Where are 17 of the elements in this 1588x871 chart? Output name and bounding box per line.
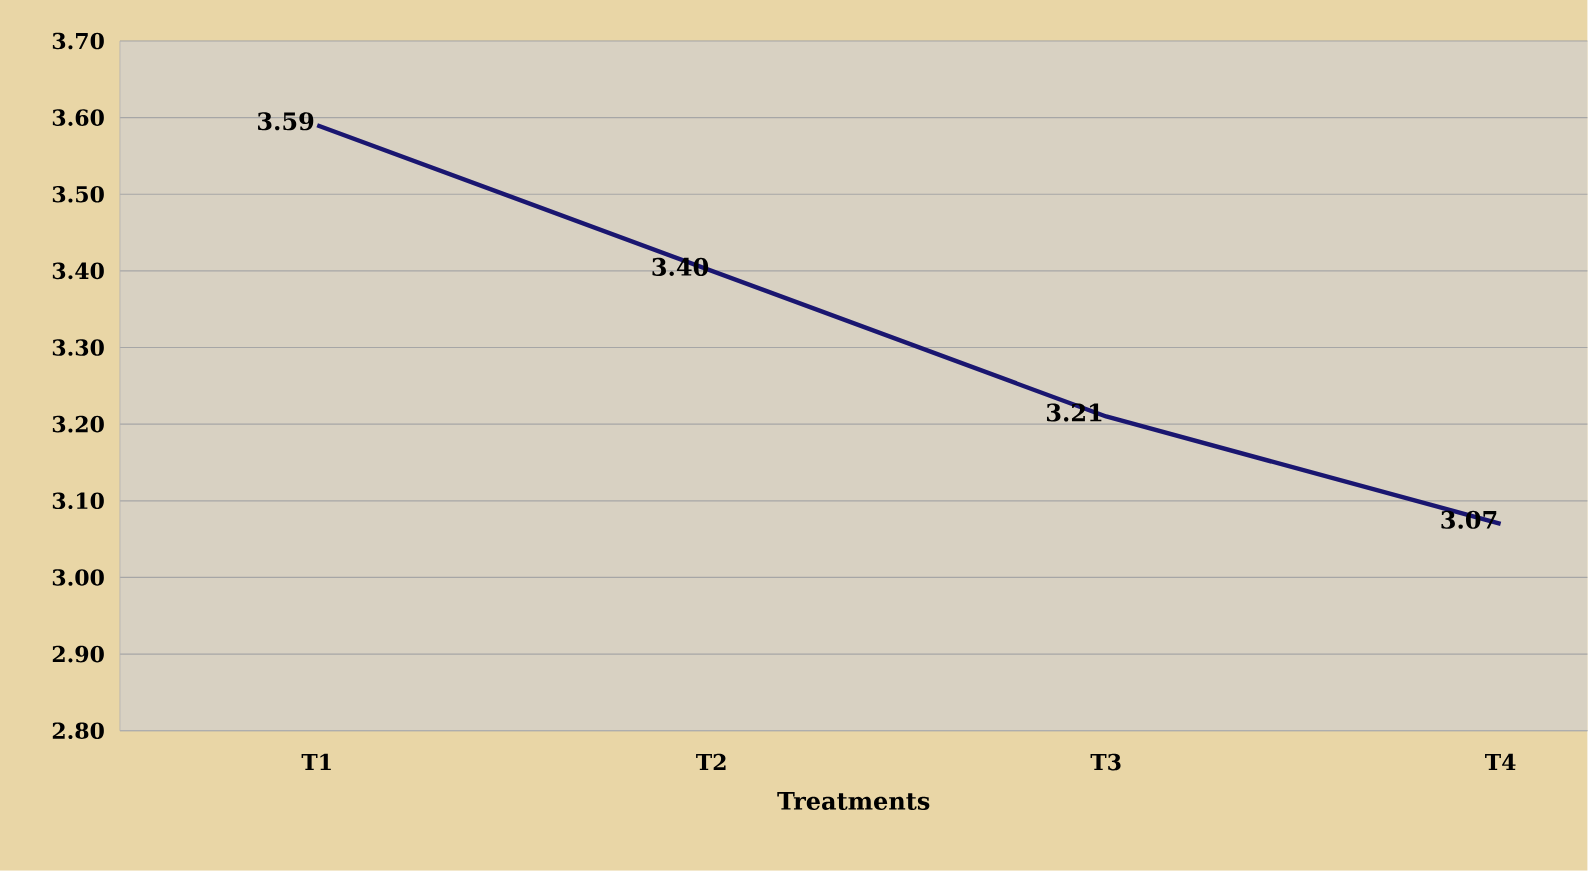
x-tick-label: T4	[1485, 753, 1516, 771]
y-tick-label: 3.20	[52, 416, 104, 433]
x-axis-title: Treatments	[777, 792, 930, 811]
y-tick-label: 2.80	[52, 722, 104, 740]
y-tick-label: 3.00	[52, 569, 104, 586]
x-tick-label: T1	[301, 753, 331, 771]
x-tick-label: T2	[696, 753, 726, 771]
x-tick-label: T3	[1090, 753, 1121, 771]
text: 3.21	[1046, 403, 1102, 422]
y-tick-label: 3.60	[52, 109, 104, 127]
y-tick-label: 3.30	[52, 339, 104, 357]
text: 3.59	[258, 112, 314, 131]
y-tick-label: 3.10	[52, 492, 104, 510]
y-tick-label: 2.90	[52, 645, 104, 663]
y-tick-label: 3.50	[52, 186, 104, 203]
y-tick-label: 3.40	[52, 262, 104, 280]
y-tick-label: 3.70	[52, 32, 104, 50]
